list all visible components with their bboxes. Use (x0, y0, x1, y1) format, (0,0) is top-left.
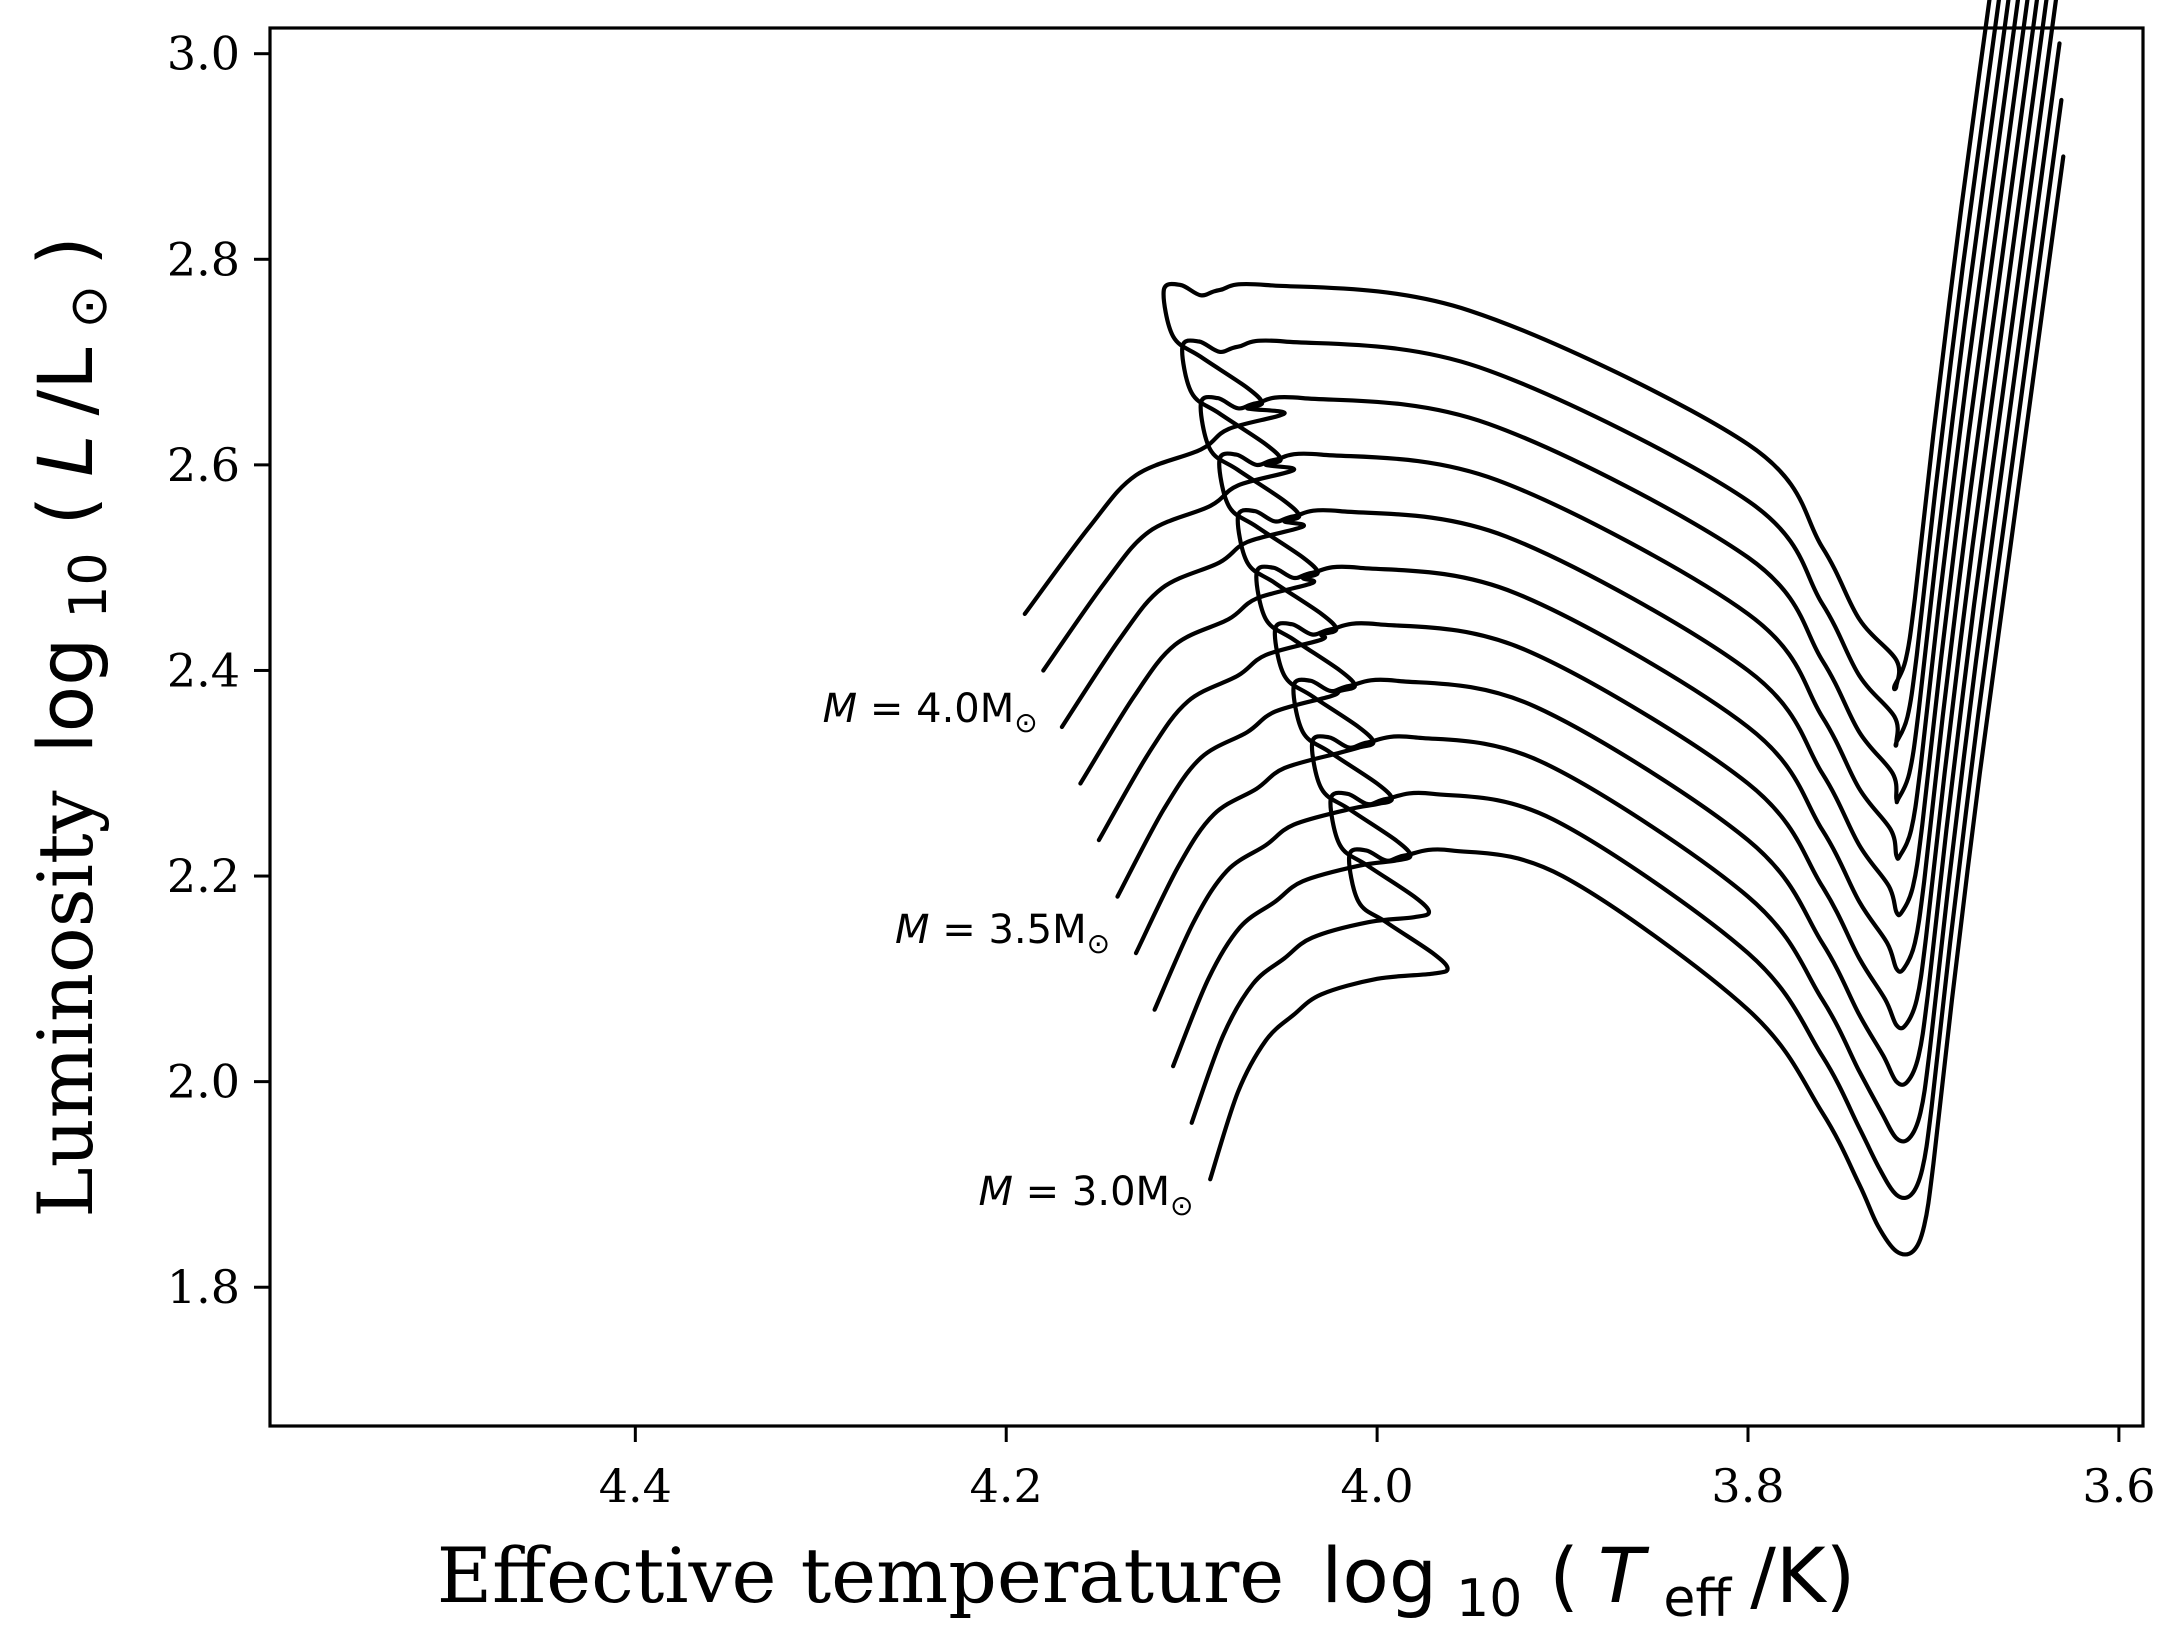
track-line (1189, 97, 2064, 1201)
y-tick-label: 2.4 (167, 643, 240, 697)
x-axis-title: Effective temperature log 10 ( T eff /K) (437, 1531, 1856, 1633)
x-tick-label: 3.8 (1711, 1459, 1784, 1513)
track-line (1078, 0, 2021, 861)
y-tick-label: 2.2 (167, 849, 240, 903)
x-axis-ticks: 4.4 4.2 4.0 3.8 3.6 (599, 1426, 2155, 1513)
y-tick-label: 3.0 (167, 27, 240, 81)
x-tick-label: 4.0 (1341, 1459, 1414, 1513)
y-axis-title: Luminosity log 10 ( L /L ⊙ ) (21, 236, 123, 1218)
mass-label: M = 3.0M⊙ (978, 1169, 1193, 1222)
evolutionary-tracks (1022, 0, 2066, 1257)
x-tick-label: 4.2 (970, 1459, 1043, 1513)
track-line (1041, 0, 2002, 748)
y-axis-ticks: 1.8 2.0 2.2 2.4 2.6 2.8 3.0 (167, 27, 270, 1314)
track-line (1208, 154, 2066, 1257)
y-tick-label: 1.8 (167, 1260, 240, 1314)
y-tick-label: 2.6 (167, 438, 240, 492)
plot-frame (268, 26, 2145, 1428)
mass-label: M = 3.5M⊙ (895, 907, 1110, 960)
track-line (1152, 0, 2059, 1087)
mass-label: M = 4.0M⊙ (823, 686, 1038, 739)
track-line (1115, 0, 2040, 974)
track-line (1022, 0, 1992, 692)
track-line (1096, 0, 2030, 918)
track-line (1059, 0, 2011, 805)
x-tick-label: 3.6 (2082, 1459, 2155, 1513)
x-tick-label: 4.4 (599, 1459, 672, 1513)
track-line (1133, 0, 2049, 1031)
track-line (1171, 41, 2062, 1144)
y-tick-label: 2.0 (167, 1055, 240, 1109)
mass-annotations: M = 4.0M⊙ M = 3.5M⊙ M = 3.0M⊙ (823, 686, 1194, 1222)
y-tick-label: 2.8 (167, 232, 240, 286)
